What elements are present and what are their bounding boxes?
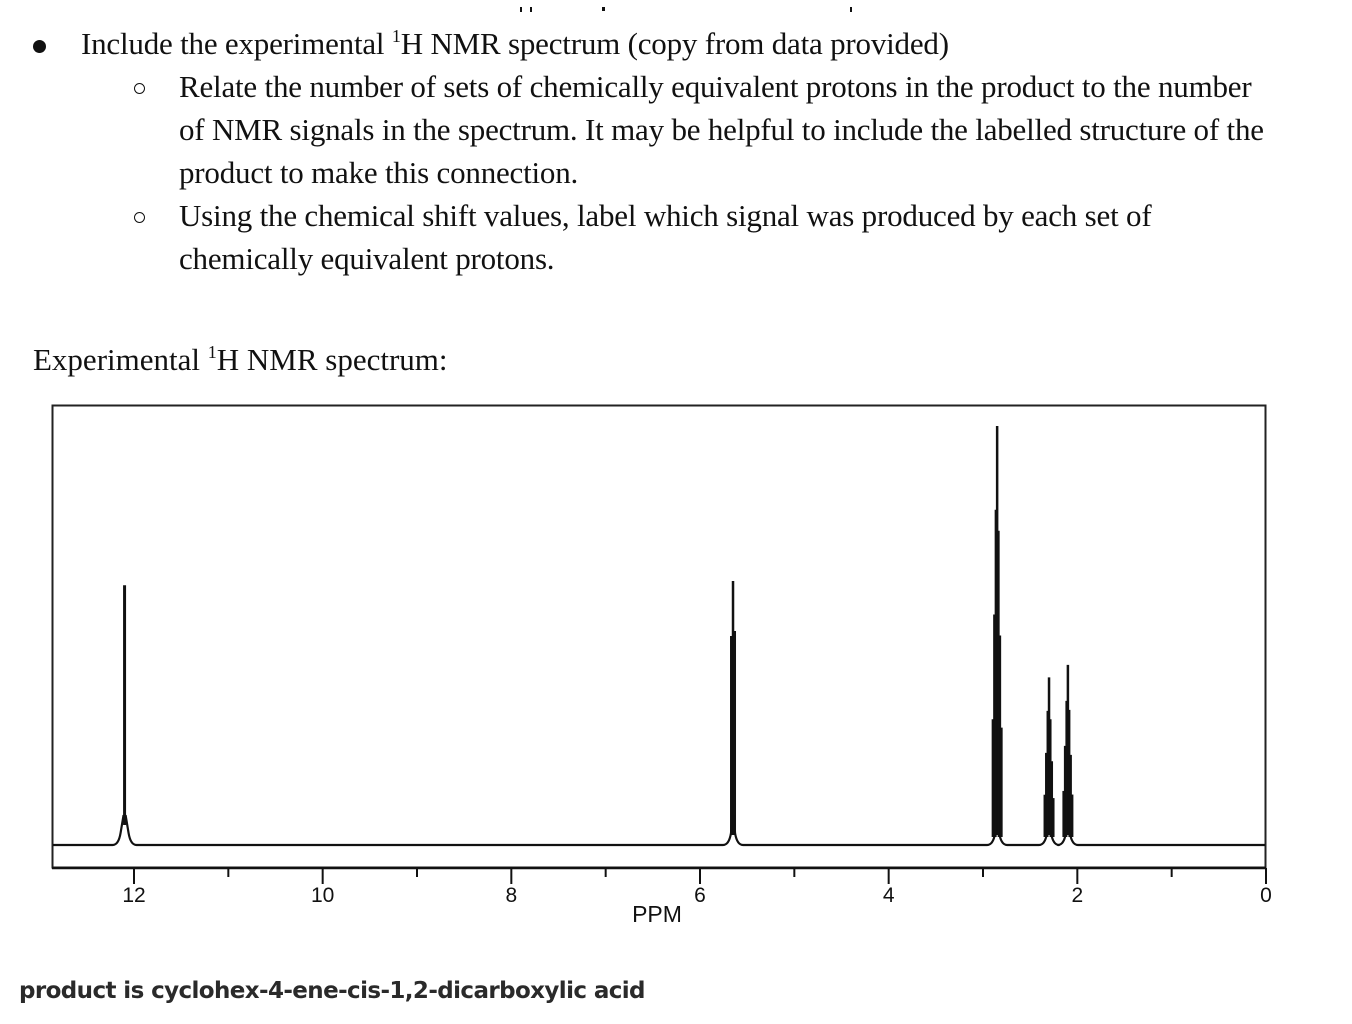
- plot-frame: [51, 404, 1267, 869]
- sub-bullet-1-line-1: Relate the number of sets of chemically …: [179, 69, 1252, 104]
- svg-text:10: 10: [311, 884, 334, 907]
- x-axis-ticks: [133, 868, 1267, 884]
- bullet-circle-icon: [134, 212, 145, 223]
- x-axis-tick-labels: 12 10 8 6 4 2 0: [122, 884, 1272, 907]
- svg-text:4: 4: [883, 884, 895, 907]
- svg-text:6: 6: [694, 884, 706, 907]
- x-axis-label: PPM: [632, 901, 682, 927]
- bullet-dot-icon: [33, 40, 46, 53]
- sub-bullet-1-line-2: of NMR signals in the spectrum. It may b…: [179, 112, 1264, 147]
- product-note: product is cyclohex-4-ene-cis-1,2-dicarb…: [19, 978, 646, 1004]
- svg-text:0: 0: [1260, 884, 1272, 907]
- svg-text:2: 2: [1071, 884, 1083, 907]
- sub-bullet-1-line-3: product to make this connection.: [179, 155, 579, 190]
- spectrum-heading: Experimental 1H NMR spectrum:: [33, 342, 448, 377]
- svg-text:12: 12: [122, 884, 145, 907]
- main-bullet-text: Include the experimental 1H NMR spectrum…: [81, 26, 949, 61]
- spectrum-trace: [53, 814, 1265, 847]
- spectrum-peaks: [123, 426, 1074, 837]
- sub-bullet-2-line-1: Using the chemical shift values, label w…: [179, 198, 1152, 233]
- sub-bullet-2-line-2: chemically equivalent protons.: [179, 241, 555, 276]
- nmr-spectrum-chart: 12 10 8 6 4 2 0 PPM: [51, 404, 1272, 927]
- bullet-circle-icon: [134, 83, 145, 94]
- svg-text:8: 8: [505, 884, 517, 907]
